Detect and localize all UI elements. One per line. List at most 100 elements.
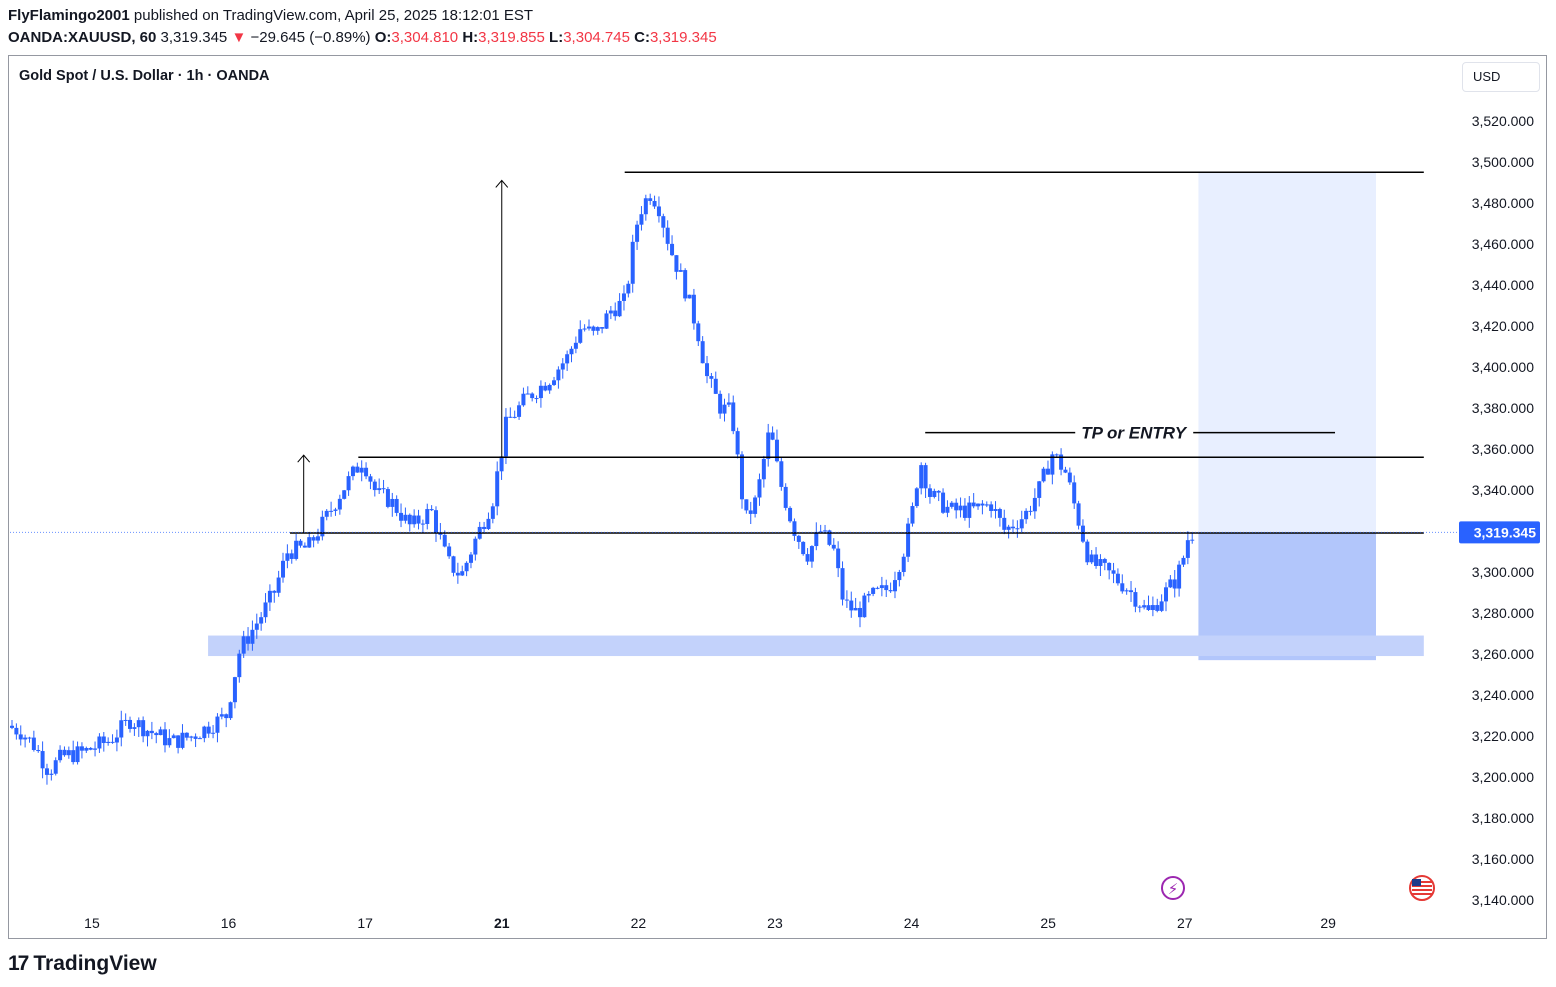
- candle-body: [289, 553, 294, 559]
- currency-button[interactable]: USD: [1462, 62, 1540, 92]
- x-axis-tick: 15: [84, 915, 100, 931]
- candle-body: [40, 751, 45, 769]
- candle-body: [1146, 605, 1151, 611]
- candle-body: [774, 439, 779, 462]
- candle: [538, 380, 543, 408]
- candle: [27, 736, 32, 743]
- candle: [246, 627, 251, 651]
- candle: [543, 382, 548, 392]
- candle: [464, 561, 469, 577]
- candle-body: [281, 560, 286, 578]
- candle-body: [836, 548, 841, 569]
- candle: [906, 517, 911, 563]
- candle-body: [962, 505, 967, 518]
- candle-body: [1181, 557, 1186, 565]
- candle: [285, 544, 290, 569]
- candle: [1037, 480, 1042, 507]
- candle-body: [425, 509, 430, 524]
- x-axis-tick: 21: [494, 915, 510, 931]
- candle: [346, 471, 351, 496]
- candle-body: [508, 416, 513, 418]
- candle-body: [211, 732, 216, 734]
- candle-body: [578, 329, 583, 343]
- y-axis-tick: 3,440.000: [1472, 277, 1534, 293]
- candle-body: [377, 488, 382, 491]
- candle-body: [254, 623, 259, 630]
- y-axis-tick: 3,420.000: [1472, 318, 1534, 334]
- candle: [31, 730, 36, 752]
- candle-body: [512, 416, 517, 418]
- candle: [119, 710, 124, 747]
- candle-body: [1124, 590, 1129, 592]
- candle: [97, 733, 102, 753]
- candle: [705, 355, 710, 384]
- candle-body: [809, 546, 814, 562]
- candle-body: [1059, 454, 1064, 470]
- author-name[interactable]: FlyFlamingo2001: [8, 7, 130, 24]
- candle-body: [171, 735, 176, 739]
- candle-body: [565, 354, 570, 364]
- candle: [761, 455, 766, 488]
- x-axis-tick: 25: [1040, 915, 1056, 931]
- candle: [691, 288, 696, 330]
- tp-entry-label: TP or ENTRY: [1081, 424, 1188, 443]
- candle: [355, 462, 360, 473]
- candle: [534, 395, 539, 404]
- candle-body: [27, 737, 32, 739]
- candle: [932, 488, 937, 499]
- candle: [460, 565, 465, 577]
- candle: [748, 501, 753, 525]
- candle-body: [44, 768, 49, 775]
- candle-body: [66, 750, 71, 756]
- candle-body: [967, 502, 972, 518]
- candle: [311, 535, 316, 548]
- candle: [62, 746, 67, 757]
- candle-body: [901, 556, 906, 572]
- candle-body: [844, 599, 849, 601]
- candle: [604, 310, 609, 329]
- candle: [101, 732, 106, 752]
- x-axis-tick: 24: [904, 915, 920, 931]
- candle: [757, 473, 762, 506]
- candle-body: [88, 747, 93, 750]
- candle: [853, 597, 858, 611]
- candle: [1177, 560, 1182, 597]
- candle-body: [403, 514, 408, 521]
- candle-body: [128, 719, 133, 729]
- candle: [674, 255, 679, 280]
- candle: [176, 735, 181, 754]
- lightning-event-icon: [1161, 876, 1185, 900]
- candle-body: [355, 466, 360, 473]
- candle: [154, 731, 159, 744]
- candle-body: [499, 456, 504, 472]
- candle-body: [984, 504, 989, 506]
- tradingview-logo[interactable]: 17 TradingView: [8, 952, 157, 976]
- candle-body: [739, 454, 744, 500]
- candle-body: [1050, 454, 1055, 475]
- candle: [683, 268, 688, 302]
- candle: [521, 387, 526, 407]
- candle-body: [62, 749, 67, 756]
- candle-body: [1089, 554, 1094, 563]
- candle: [1072, 475, 1077, 509]
- candle-body: [906, 523, 911, 557]
- candle-body: [674, 255, 679, 272]
- candle: [792, 518, 797, 541]
- candle: [263, 593, 268, 623]
- candle: [53, 757, 58, 776]
- candle-body: [14, 727, 19, 735]
- candle-body: [180, 732, 185, 748]
- candle: [512, 410, 517, 419]
- candle: [1032, 488, 1037, 519]
- tradingview-mark-icon: 17: [8, 952, 29, 975]
- candle: [329, 501, 334, 517]
- candle-body: [1011, 526, 1016, 529]
- candle-body: [241, 636, 246, 654]
- candle: [735, 427, 740, 459]
- candle-body: [202, 726, 207, 739]
- candle: [14, 723, 19, 740]
- candle-body: [849, 600, 854, 611]
- candle-body: [687, 294, 692, 299]
- candle-body: [665, 227, 670, 244]
